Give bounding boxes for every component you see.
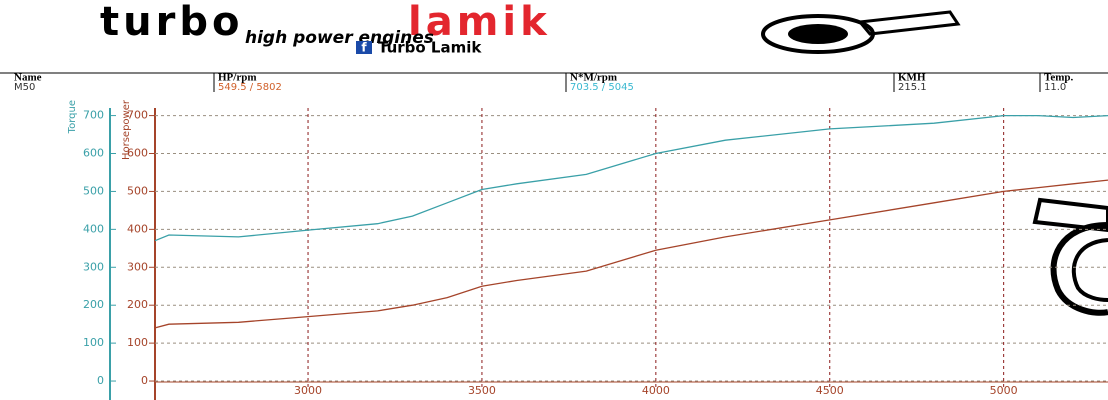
- x-tick-label: 4000: [642, 384, 670, 397]
- cell: 215.1: [898, 82, 927, 93]
- cell: 703.5 / 5045: [570, 82, 634, 93]
- y2-tick-label: 700: [127, 109, 148, 122]
- x-tick-label: 5000: [990, 384, 1018, 397]
- column-header: N*M/rpm: [570, 72, 617, 84]
- column-header: KMH: [898, 72, 926, 84]
- cell: 11.0: [1044, 82, 1066, 93]
- y2-tick-label: 400: [127, 222, 148, 235]
- y-tick-label: 600: [83, 147, 104, 160]
- y2-tick-label: 500: [127, 184, 148, 197]
- y2-tick-label: 600: [127, 147, 148, 160]
- x-tick-label: 3500: [468, 384, 496, 397]
- result-table: Name HP/rpm N*M/rpm KMH Temp. M50 549.5 / 5802…: [0, 72, 1108, 93]
- brand-b: lamik: [408, 0, 551, 45]
- series-line: [154, 114, 1108, 242]
- y-tick-label: 700: [83, 109, 104, 122]
- column-header: Name: [14, 72, 42, 84]
- y-tick-label: 200: [83, 298, 104, 311]
- turbo-icon: [788, 24, 848, 44]
- y-tick-label: 100: [83, 336, 104, 349]
- y2-tick-label: 300: [127, 260, 148, 273]
- y-tick-label: 400: [83, 222, 104, 235]
- y-axis-title: Torque: [67, 100, 78, 134]
- y-tick-label: 0: [97, 374, 104, 387]
- side-turbo: [1032, 197, 1108, 316]
- y2-tick-label: 100: [127, 336, 148, 349]
- x-tick-label: 3000: [294, 384, 322, 397]
- column-header: HP/rpm: [218, 72, 257, 84]
- facebook-icon: f: [361, 41, 367, 55]
- y-tick-label: 500: [83, 184, 104, 197]
- cell: M50: [14, 82, 35, 93]
- x-tick-label: 4500: [816, 384, 844, 397]
- cell: 549.5 / 5802: [218, 82, 282, 93]
- y2-tick-label: 0: [141, 374, 148, 387]
- y2-axis-title: Horsepower: [121, 99, 132, 160]
- facebook-box: [356, 41, 372, 54]
- facebook-name: Turbo Lamik: [378, 39, 482, 57]
- y2-tick-label: 200: [127, 298, 148, 311]
- brand-a: turbo: [100, 0, 243, 45]
- turbo-icon: [857, 10, 961, 36]
- series-line: [154, 179, 1108, 329]
- column-header: Temp.: [1044, 72, 1073, 84]
- y-tick-label: 300: [83, 260, 104, 273]
- logo: turbo lamik high power engines f Turbo L…: [100, 0, 961, 57]
- tagline: high power engines: [245, 28, 434, 48]
